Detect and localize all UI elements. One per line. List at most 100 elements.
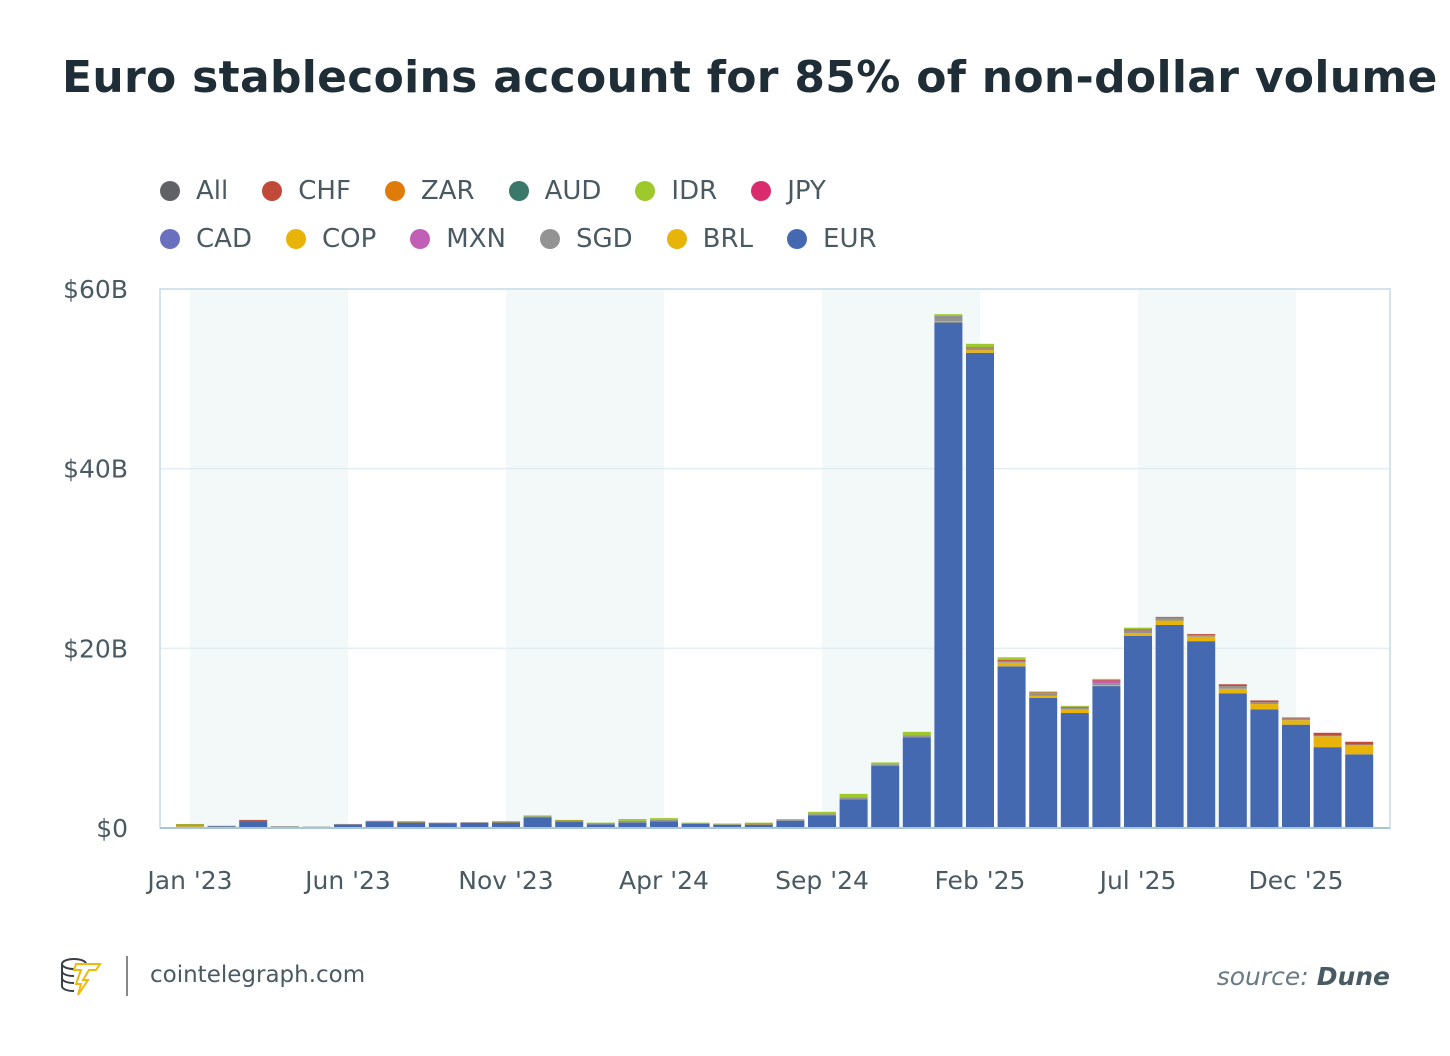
bar-segment-eur-2024-07: [744, 824, 773, 828]
bar-segment-eur-2025-02: [966, 352, 994, 828]
legend-label: SGD: [575, 224, 633, 254]
bar-segment-idr-2024-07: [744, 822, 773, 824]
bar-segment-eur-2025-09: [1187, 641, 1216, 828]
legend-item-cad[interactable]: CAD: [160, 224, 252, 254]
bar-segment-brl-2025-10: [1218, 688, 1247, 694]
legend-item-mxn[interactable]: MXN: [410, 224, 506, 254]
legend-label: EUR: [823, 224, 877, 254]
legend-row-2: CAD COP MXN SGD BRL EUR: [160, 224, 911, 254]
legend-dot-icon: [508, 181, 529, 201]
bar-segment-eur-2024-03: [618, 822, 647, 828]
legend-item-all[interactable]: All: [160, 176, 228, 206]
bar-segment-sgd-2026-02: [1345, 744, 1374, 746]
footer-source: source: Dune: [1217, 962, 1390, 991]
bar-segment-sgd-2025-11: [1250, 702, 1279, 705]
legend-item-idr[interactable]: IDR: [635, 176, 717, 206]
legend-dot-icon: [666, 229, 687, 249]
bar-segment-sgd-2025-02: [966, 348, 994, 351]
bar-segment-eur-2025-01: [934, 322, 963, 828]
bar-segment-sgd-2024-04: [650, 819, 678, 822]
source-name: Dune: [1316, 962, 1390, 991]
bar-segment-brl-2025-12: [1282, 720, 1310, 725]
bar-segment-brl-2025-02: [966, 350, 994, 353]
bar-segment-chf-2025-07: [1124, 629, 1152, 631]
bar-segment-eur-2023-11: [492, 822, 520, 828]
legend-label: ZAR: [420, 176, 475, 206]
bar-segment-sgd-2026-01: [1313, 735, 1342, 737]
legend-item-eur[interactable]: EUR: [787, 224, 877, 254]
legend-item-chf[interactable]: CHF: [262, 176, 351, 206]
bar-segment-sgd-2025-12: [1282, 718, 1310, 721]
bar-segment-sgd-2025-05: [1060, 707, 1089, 710]
background-band: [506, 289, 664, 828]
bar-segment-sgd-2025-09: [1187, 634, 1216, 637]
bar-segment-eur-2023-08: [397, 822, 426, 828]
legend-row-1: All CHF ZAR AUD IDR JPY: [160, 176, 860, 206]
x-tick-label: Sep '24: [775, 866, 869, 895]
bar-segment-sgd-2023-06: [334, 823, 362, 825]
bar-segment-eur-2024-04: [650, 821, 678, 828]
bar-segment-sgd-2025-08: [1155, 617, 1184, 621]
legend-dot-icon: [160, 181, 180, 201]
bar-segment-idr-2025-05: [1060, 705, 1089, 707]
bar-segment-brl-2025-07: [1124, 633, 1152, 636]
x-tick-label: Jun '23: [303, 866, 391, 895]
bar-segment-sgd-2023-10: [460, 822, 489, 823]
bar-segment-eur-2024-10: [839, 799, 868, 828]
bar-segment-mxn-2023-07: [365, 820, 394, 822]
bar-segment-eur-2023-07: [365, 821, 394, 828]
bar-segment-eur-2024-06: [713, 824, 742, 828]
bar-segment-chf-2025-12: [1282, 717, 1310, 719]
bar-segment-idr-2024-11: [871, 762, 900, 765]
bar-segment-sgd-2024-12: [902, 735, 931, 738]
bar-segment-chf-2025-10: [1218, 684, 1247, 687]
bar-segment-eur-2025-10: [1218, 693, 1247, 828]
footer-site-link[interactable]: cointelegraph.com: [150, 962, 366, 988]
bar-segment-sgd-2024-08: [776, 819, 805, 821]
bar-segment-eur-2025-03: [997, 666, 1026, 828]
bar-segment-eur-2025-11: [1250, 709, 1279, 828]
bar-segment-eur-2026-01: [1313, 747, 1342, 828]
legend-item-zar[interactable]: ZAR: [384, 176, 475, 206]
legend-item-jpy[interactable]: JPY: [751, 176, 826, 206]
bar-segment-sgd-2023-11: [492, 821, 520, 823]
bar-segment-brl-2025-11: [1250, 704, 1279, 710]
bar-segment-sgd-2024-11: [871, 764, 900, 767]
legend-item-brl[interactable]: BRL: [666, 224, 754, 254]
x-tick-label: Apr '24: [619, 866, 709, 895]
legend-item-aud[interactable]: AUD: [508, 176, 601, 206]
bar-segment-idr-2023-01: [176, 823, 204, 825]
bar-segment-idr-2024-04: [650, 818, 678, 820]
bar-segment-sgd-2025-07: [1124, 630, 1152, 634]
bar-segment-chf-2025-04: [1029, 692, 1058, 694]
bar-segment-eur-2024-11: [871, 766, 900, 828]
bar-segment-brl-2024-07: [744, 823, 773, 825]
y-tick-label: $0: [96, 814, 128, 843]
legend-item-cop[interactable]: COP: [285, 224, 376, 254]
legend-label: CHF: [298, 176, 351, 206]
bar-segment-chf-2025-09: [1187, 633, 1216, 635]
legend-item-sgd[interactable]: SGD: [539, 224, 633, 254]
bar-segment-eur-2025-12: [1282, 724, 1310, 828]
bar-segment-idr-2024-03: [618, 819, 647, 821]
bar-segment-idr-2024-08: [776, 819, 805, 820]
bar-segment-brl-2025-06: [1092, 685, 1121, 687]
bar-segment-idr-2025-06: [1092, 678, 1121, 680]
legend-label: All: [196, 176, 229, 206]
legend-dot-icon: [410, 229, 431, 249]
bar-segment-eur-2025-04: [1029, 697, 1058, 828]
bar-segment-sgd-2023-02: [207, 825, 236, 827]
legend-label: BRL: [702, 224, 754, 254]
x-tick-label: Feb '25: [935, 866, 1026, 895]
bar-segment-sgd-2025-03: [997, 660, 1026, 663]
bar-segment-mxn-2025-06: [1092, 680, 1121, 684]
bar-segment-eur-2024-12: [902, 737, 931, 828]
cointelegraph-logo-icon: [60, 956, 104, 1000]
legend-label: MXN: [446, 224, 506, 254]
bar-segment-eur-2023-06: [334, 824, 362, 828]
bar-segment-sgd-2024-02: [586, 823, 615, 825]
bar-segment-eur-2025-06: [1092, 686, 1121, 828]
legend-dot-icon: [262, 181, 283, 201]
footer-divider: [126, 956, 128, 996]
bar-segment-sgd-2024-10: [839, 797, 868, 800]
